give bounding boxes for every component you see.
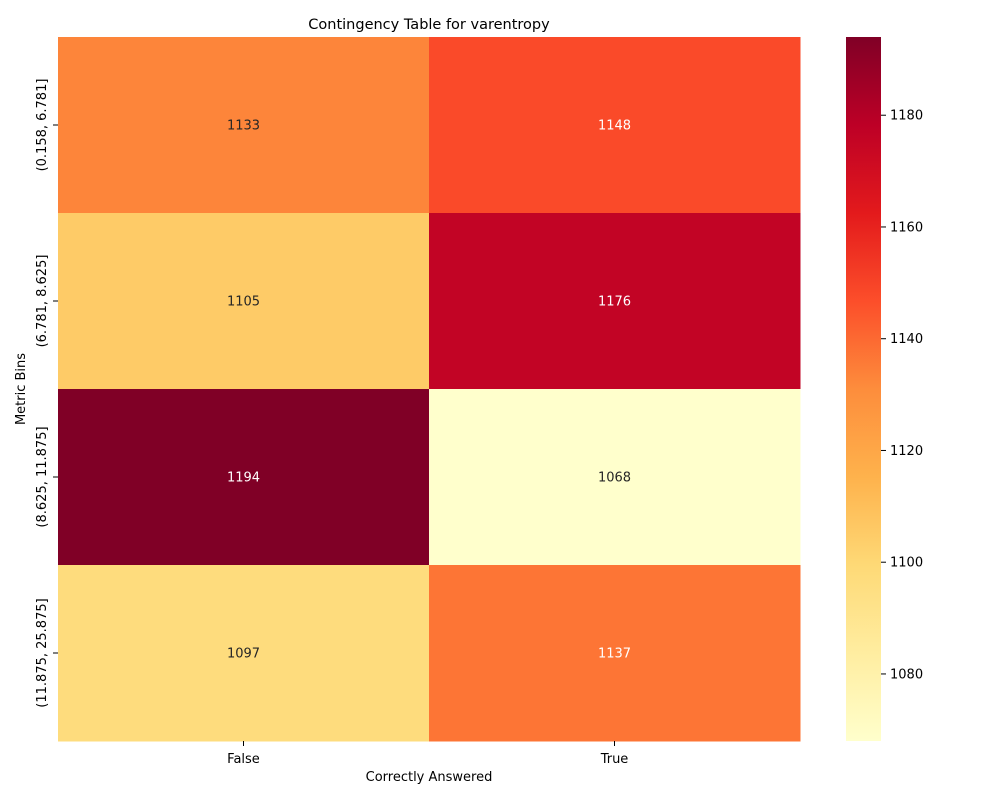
colorbar-tick-label: 1080 <box>890 667 923 682</box>
heatmap-cell <box>429 389 801 566</box>
heatmap-cell <box>429 565 801 742</box>
colorbar-tick-label: 1100 <box>890 556 923 571</box>
x-axis-label: Correctly Answered <box>366 770 493 785</box>
heatmap-cell <box>58 213 430 390</box>
cell-value-label: 1105 <box>227 295 260 310</box>
heatmap-cell <box>58 565 430 742</box>
colorbar-ticks: 1080 1100 1120 1140 1160 1180 <box>881 109 923 682</box>
y-axis-ticks: (0.158, 6.781] (6.781, 8.625] (8.625, 11.8… <box>35 79 58 708</box>
cell-value-label: 1097 <box>227 647 260 662</box>
chart-title: Contingency Table for varentropy <box>308 17 550 33</box>
y-tick-label: (8.625, 11.875] <box>35 426 50 527</box>
cell-value-label: 1148 <box>598 119 631 134</box>
colorbar <box>846 37 881 741</box>
cell-value-label: 1194 <box>227 471 260 486</box>
x-axis-ticks: False True <box>227 741 628 767</box>
heatmap-cell <box>58 389 430 566</box>
cell-value-label: 1133 <box>227 119 260 134</box>
y-tick-label: (6.781, 8.625] <box>35 255 50 348</box>
cell-value-label: 1137 <box>598 647 631 662</box>
heatmap-cells <box>58 37 801 742</box>
y-axis-label: Metric Bins <box>14 353 29 425</box>
cell-value-label: 1068 <box>598 471 631 486</box>
heatmap-cell <box>429 37 801 214</box>
heatmap-cell <box>58 37 430 214</box>
x-tick-label: True <box>600 752 629 767</box>
colorbar-tick-label: 1140 <box>890 332 923 347</box>
colorbar-tick-label: 1120 <box>890 444 923 459</box>
x-tick-label: False <box>227 752 260 767</box>
cell-value-label: 1176 <box>598 295 631 310</box>
heatmap-cell-labels: 1133 1148 1105 1176 1194 1068 1097 1137 <box>227 119 631 662</box>
heatmap-cell <box>429 213 801 390</box>
colorbar-tick-label: 1160 <box>890 220 923 235</box>
colorbar-tick-label: 1180 <box>890 109 923 124</box>
y-tick-label: (11.875, 25.875] <box>35 598 50 707</box>
y-tick-label: (0.158, 6.781] <box>35 79 50 172</box>
